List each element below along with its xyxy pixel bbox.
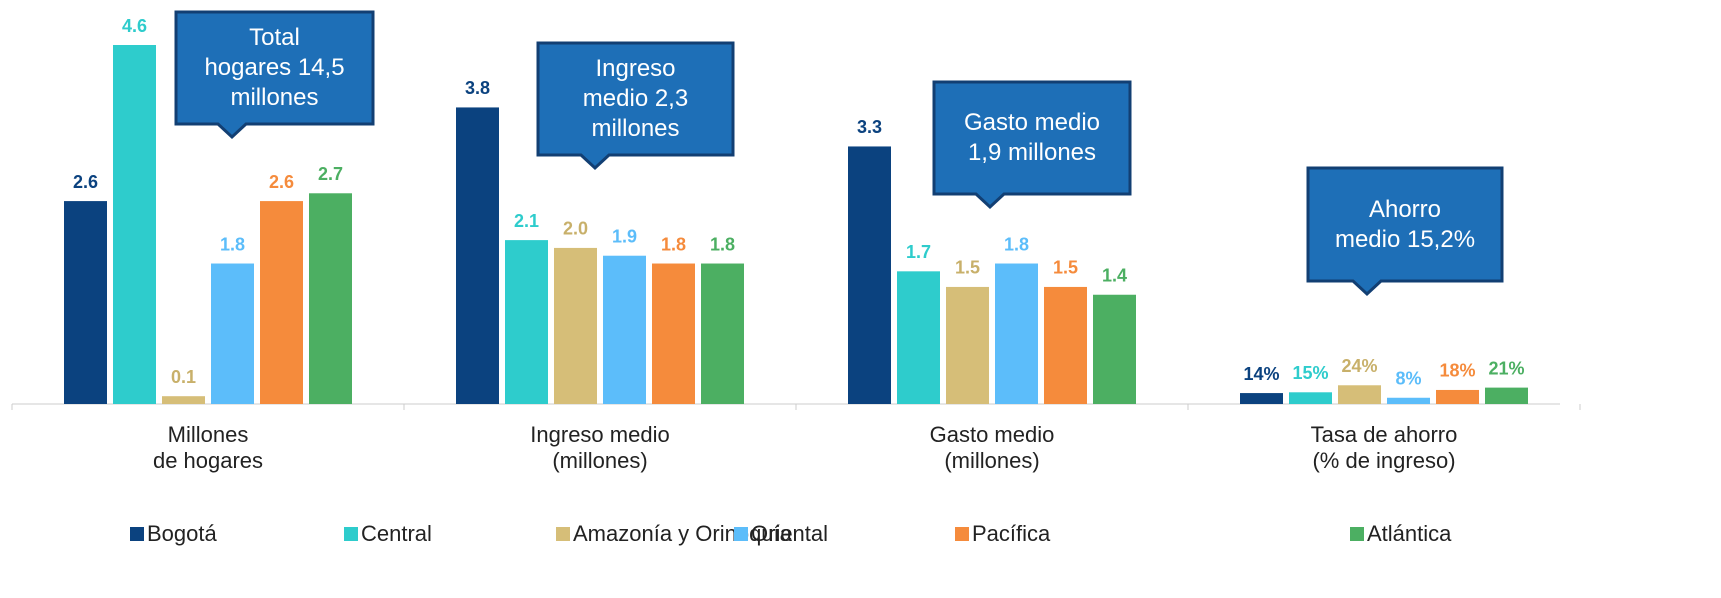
data-label: 15% (1292, 363, 1328, 383)
data-label: 4.6 (122, 16, 147, 36)
legend-swatch (130, 527, 144, 541)
legend-swatch (955, 527, 969, 541)
bar (1485, 387, 1528, 404)
data-label: 2.7 (318, 164, 343, 184)
data-label: 1.8 (1004, 234, 1029, 254)
data-label: 8% (1395, 369, 1421, 389)
callout-box (932, 80, 1132, 210)
bar (652, 263, 695, 404)
bar (1240, 393, 1283, 404)
callout-text: Ahorro medio 15,2% (1334, 195, 1476, 253)
data-label: 1.4 (1102, 265, 1127, 285)
bar (848, 146, 891, 404)
legend-swatch (734, 527, 748, 541)
bar (456, 107, 499, 404)
data-label: 14% (1243, 364, 1279, 384)
bar (897, 271, 940, 404)
data-label: 21% (1488, 358, 1524, 378)
bar (309, 193, 352, 404)
data-label: 2.1 (514, 211, 539, 231)
data-label: 18% (1439, 361, 1475, 381)
data-label: 2.0 (563, 219, 588, 239)
data-label: 0.1 (171, 367, 196, 387)
bar (1436, 389, 1479, 404)
bar (1093, 294, 1136, 404)
data-label: 2.6 (73, 172, 98, 192)
bar (260, 201, 303, 404)
data-label: 1.5 (1053, 258, 1078, 278)
data-label: 2.6 (269, 172, 294, 192)
bar (162, 396, 205, 404)
data-label: 3.8 (465, 78, 490, 98)
legend-label: Oriental (751, 521, 828, 546)
data-label: 1.8 (220, 234, 245, 254)
bar (554, 247, 597, 404)
legend-label: Bogotá (147, 521, 217, 546)
data-label: 3.3 (857, 117, 882, 137)
data-label: 24% (1341, 356, 1377, 376)
bar (1387, 397, 1430, 404)
x-tick-label: Ingreso medio (millones) (530, 422, 670, 473)
callout-text: Ingreso medio 2,3 millones (582, 55, 689, 142)
legend-swatch (556, 527, 570, 541)
data-label: 1.8 (710, 234, 735, 254)
bar (1338, 385, 1381, 404)
callout-text: Gasto medio 1,9 millones (963, 109, 1101, 166)
bar (995, 263, 1038, 404)
bar (1289, 392, 1332, 404)
legend-swatch (344, 527, 358, 541)
legend-label: Atlántica (1367, 521, 1452, 546)
bar (113, 45, 156, 404)
legend-label: Central (361, 521, 432, 546)
legend-label: Amazonía y Orinoquía (573, 521, 793, 546)
callout-text: Total hogares 14,5 millones (204, 24, 345, 111)
data-label: 1.8 (661, 234, 686, 254)
data-label: 1.7 (906, 242, 931, 262)
x-tick-label: Tasa de ahorro (% de ingreso) (1310, 422, 1458, 473)
bar (701, 263, 744, 404)
data-label: 1.5 (955, 258, 980, 278)
bar (603, 255, 646, 404)
bar (946, 286, 989, 404)
x-tick-label: Millones de hogares (152, 422, 264, 473)
bar (1044, 286, 1087, 404)
legend-label: Pacífica (972, 521, 1051, 546)
bar (211, 263, 254, 404)
data-label: 1.9 (612, 226, 637, 246)
bar (64, 201, 107, 404)
callout-box (174, 10, 375, 140)
bar (505, 240, 548, 404)
callout-box (1306, 166, 1504, 297)
x-tick-label: Gasto medio (millones) (929, 422, 1055, 473)
callout-box (536, 41, 735, 171)
legend-swatch (1350, 527, 1364, 541)
